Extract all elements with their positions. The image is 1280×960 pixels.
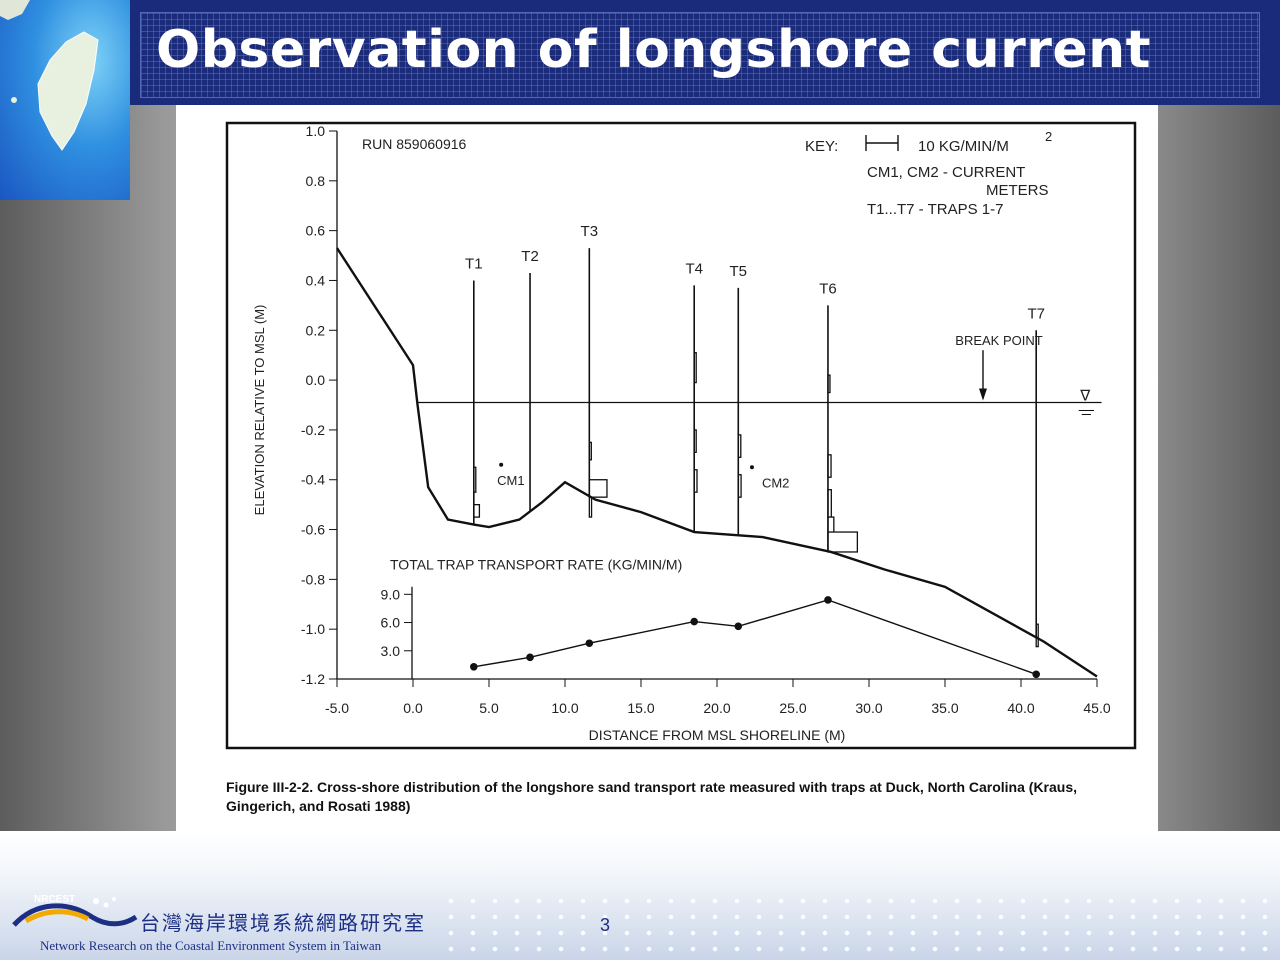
x-tick-label: 20.0 (703, 700, 730, 716)
page-number: 3 (600, 915, 611, 935)
x-tick-label: 35.0 (931, 700, 958, 716)
taiwan-island-icon (0, 0, 99, 151)
y-tick-label: 0.6 (306, 223, 326, 239)
wave-logo-icon (12, 897, 138, 927)
logo-text: NRCEST (34, 894, 76, 905)
x-tick-label: 45.0 (1083, 700, 1110, 716)
key-line-1: CM1, CM2 - CURRENT (867, 164, 1025, 181)
trap-label: T2 (521, 248, 539, 265)
y-tick-label: 0.0 (306, 372, 326, 388)
key-line-3: T1...T7 - TRAPS 1-7 (867, 201, 1003, 218)
y-tick-label: -0.2 (301, 422, 325, 438)
x-tick-label: 30.0 (855, 700, 882, 716)
current-meter-label: CM2 (762, 475, 789, 490)
title-grid-panel (140, 12, 1260, 98)
x-tick-label: 15.0 (627, 700, 654, 716)
footer-dot-pattern (440, 893, 1270, 953)
trap-label: T4 (685, 260, 703, 277)
y-tick-label: 1.0 (306, 123, 326, 139)
break-point-arrow-icon (979, 388, 987, 401)
trap-label: T6 (819, 280, 837, 297)
figure-caption: Figure III-2-2. Cross-shore distribution… (226, 779, 1078, 814)
x-axis-label: DISTANCE FROM MSL SHORELINE (M) (589, 727, 846, 743)
trap-label: T3 (581, 223, 599, 240)
trap-rate-bar (473, 503, 481, 518)
x-tick-label: -5.0 (325, 700, 349, 716)
y-tick-label: -0.6 (301, 522, 325, 538)
trap-rate-bar (827, 531, 859, 553)
inset-rate-point (690, 617, 698, 626)
trap-rate-bar (588, 496, 593, 518)
inset-rate-point (734, 622, 743, 631)
y-axis-label: ELEVATION RELATIVE TO MSL (M) (252, 305, 267, 516)
y-tick-label: 0.8 (306, 173, 326, 189)
y-tick-label: -1.0 (301, 621, 325, 637)
slide-title: Observation of longshore current (156, 20, 1152, 80)
key-line-2: METERS (986, 182, 1049, 199)
trap-label: T5 (730, 263, 748, 280)
org-name-chinese: 台灣海岸環境系統網路研究室 (140, 911, 426, 935)
water-level-icon: ∇ (1079, 388, 1091, 405)
x-tick-label: 5.0 (479, 700, 499, 716)
x-tick-label: 25.0 (779, 700, 806, 716)
key-scale-exponent: 2 (1045, 129, 1052, 144)
title-bar: Observation of longshore current (130, 0, 1280, 105)
inset-rate-point (526, 653, 534, 662)
taiwan-map-thumbnail (0, 0, 130, 200)
break-point-label: BREAK POINT (955, 333, 1042, 348)
y-tick-label: 0.4 (306, 272, 326, 288)
x-tick-label: 40.0 (1007, 700, 1034, 716)
inset-y-tick-label: 3.0 (381, 643, 401, 659)
x-tick-label: 0.0 (403, 700, 423, 716)
key-label: KEY: (805, 138, 838, 155)
beach-profile-line (335, 247, 1098, 678)
inset-rate-point (585, 639, 594, 648)
chart-frame (225, 121, 1137, 750)
figure-panel: 1.0 0.8 0.6 0.4 0.2 0.0 -0.2 -0.4 -0.6 -0.8 -1.0 -1… (176, 105, 1158, 831)
x-tick-label: 10.0 (551, 700, 578, 716)
inset-title: TOTAL TRAP TRANSPORT RATE (KG/MIN/M) (390, 556, 682, 572)
y-tick-label: -0.4 (301, 472, 325, 488)
trap-rate-bar (588, 479, 608, 498)
current-meter-point (749, 465, 754, 470)
org-name-english: Network Research on the Coastal Environm… (40, 938, 382, 953)
inset-rate-point (470, 662, 478, 671)
y-tick-label: -1.2 (301, 671, 325, 687)
current-meter-label: CM1 (497, 473, 524, 488)
inset-rate-point (824, 596, 832, 604)
inset-rate-point (1032, 670, 1040, 679)
trap-label: T7 (1027, 305, 1045, 322)
y-tick-label: -0.8 (301, 571, 325, 587)
current-meter-point (499, 462, 504, 467)
slide-footer: NRCEST 台灣海岸環境系統網路研究室 Network Research on… (0, 831, 1280, 960)
run-label: RUN 859060916 (362, 136, 467, 152)
y-tick-label: 0.2 (306, 322, 326, 338)
trap-label: T1 (465, 255, 483, 272)
key-scale-label: 10 KG/MIN/M (918, 138, 1009, 155)
inset-y-tick-label: 9.0 (381, 586, 401, 602)
inset-y-tick-label: 6.0 (381, 615, 401, 631)
cross-shore-chart: 1.0 0.8 0.6 0.4 0.2 0.0 -0.2 -0.4 -0.6 -0.8 -1.0 -1… (225, 121, 1137, 750)
